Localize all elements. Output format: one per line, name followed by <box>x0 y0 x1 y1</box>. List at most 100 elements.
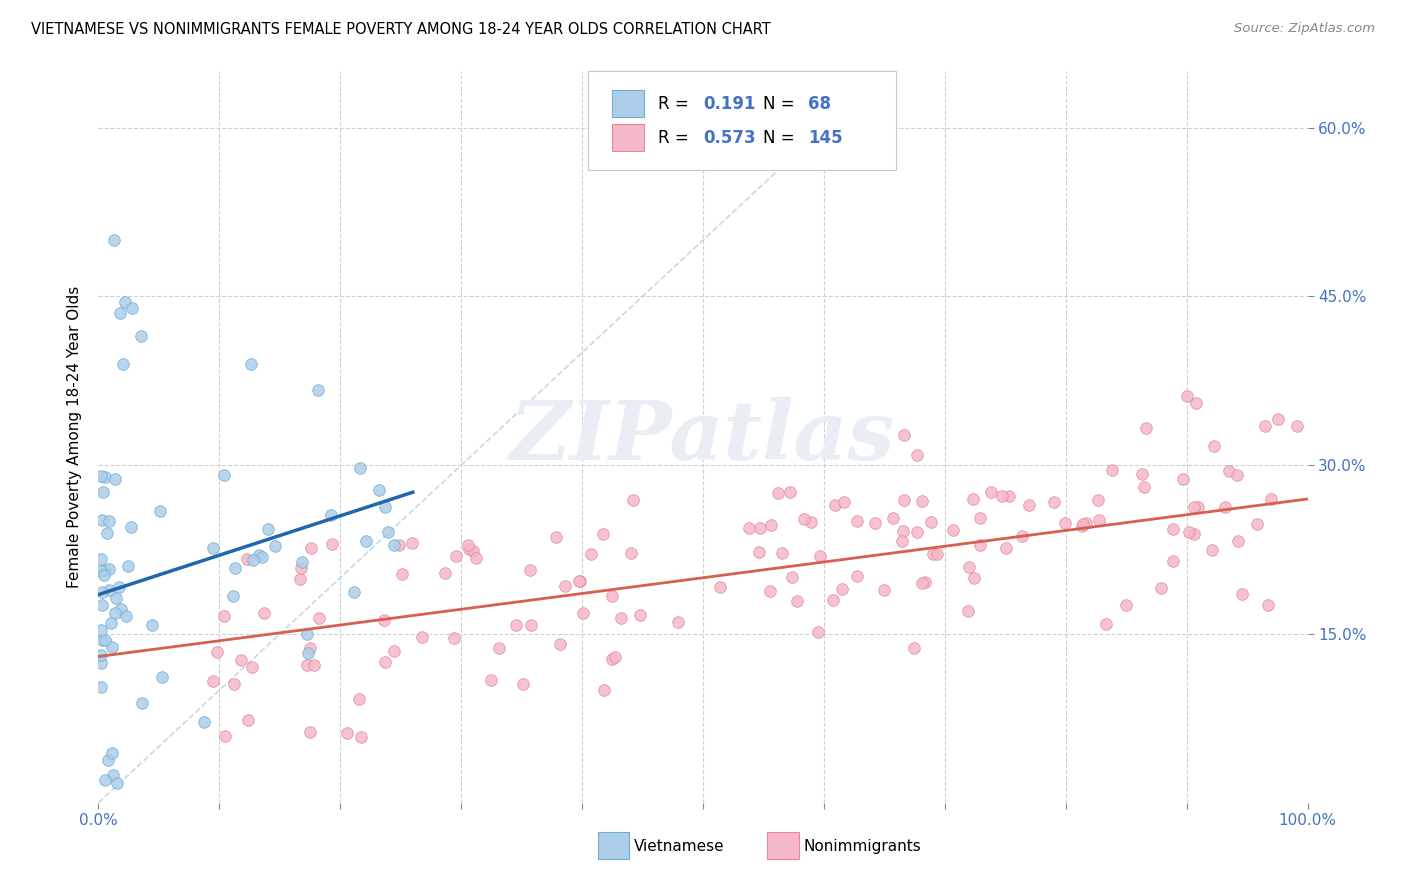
Text: N =: N = <box>763 95 800 113</box>
Point <box>592 682 614 697</box>
Point <box>368 483 391 497</box>
Point <box>288 572 311 586</box>
Point <box>1054 516 1077 530</box>
Point <box>1226 468 1249 483</box>
Point <box>90 469 112 483</box>
Point <box>759 583 782 598</box>
Point <box>890 533 912 548</box>
Point <box>433 566 456 580</box>
Text: 145: 145 <box>808 129 842 147</box>
Point <box>377 524 399 539</box>
Point <box>1218 464 1240 478</box>
Point <box>620 546 643 560</box>
Point <box>91 485 114 500</box>
Point <box>93 568 115 582</box>
Point <box>1260 492 1282 507</box>
Point <box>295 657 318 672</box>
Point <box>505 618 527 632</box>
Point <box>101 640 124 655</box>
Point <box>114 295 136 310</box>
Point <box>193 714 215 729</box>
Point <box>90 648 112 662</box>
Text: ZIPatlas: ZIPatlas <box>510 397 896 477</box>
Point <box>920 515 942 529</box>
FancyBboxPatch shape <box>598 832 630 859</box>
Point <box>520 617 543 632</box>
Point <box>969 537 991 551</box>
Point <box>544 529 567 543</box>
Point <box>969 511 991 525</box>
Point <box>905 525 928 540</box>
Point <box>111 357 134 371</box>
Point <box>1201 543 1223 558</box>
Point <box>914 574 936 589</box>
Point <box>100 746 122 760</box>
Point <box>247 548 270 562</box>
Point <box>117 559 139 574</box>
Point <box>666 615 689 630</box>
Point <box>1132 480 1154 494</box>
Point <box>299 541 322 555</box>
FancyBboxPatch shape <box>768 832 799 859</box>
Point <box>150 670 173 684</box>
Text: N =: N = <box>763 129 800 147</box>
Point <box>101 767 124 781</box>
Point <box>893 493 915 508</box>
Point <box>97 753 120 767</box>
Point <box>519 563 541 577</box>
Point <box>863 516 886 530</box>
FancyBboxPatch shape <box>613 124 644 151</box>
Point <box>94 563 117 577</box>
Point <box>391 567 413 582</box>
Point <box>121 301 143 315</box>
Point <box>299 725 322 739</box>
Point <box>97 514 120 528</box>
Point <box>628 608 651 623</box>
Point <box>1185 396 1208 410</box>
Point <box>1011 529 1033 543</box>
Point <box>621 493 644 508</box>
Point <box>995 541 1018 556</box>
Point <box>350 731 373 745</box>
Point <box>238 713 260 727</box>
Point <box>388 538 411 552</box>
Point <box>257 522 280 536</box>
Point <box>401 535 423 549</box>
Point <box>991 489 1014 503</box>
Point <box>1187 500 1209 514</box>
Point <box>956 604 979 618</box>
Point <box>1285 419 1308 434</box>
Point <box>1202 439 1225 453</box>
Text: Nonimmigrants: Nonimmigrants <box>803 839 921 855</box>
Point <box>1095 617 1118 632</box>
Point <box>807 625 830 640</box>
Point <box>90 657 112 671</box>
Point <box>1135 421 1157 435</box>
Point <box>457 538 479 552</box>
Point <box>824 499 846 513</box>
Point <box>302 658 325 673</box>
Point <box>110 601 132 615</box>
Point <box>91 585 114 599</box>
Point <box>1018 499 1040 513</box>
Point <box>307 384 329 398</box>
Point <box>1087 492 1109 507</box>
Point <box>90 680 112 694</box>
Point <box>464 551 486 566</box>
Point <box>148 504 170 518</box>
Point <box>349 461 371 475</box>
Point <box>1115 598 1137 612</box>
Point <box>108 306 131 320</box>
Point <box>224 561 246 575</box>
Point <box>770 546 793 560</box>
Point <box>222 677 245 691</box>
Point <box>354 533 377 548</box>
Point <box>569 574 592 588</box>
Point <box>291 555 314 569</box>
Point <box>832 494 855 508</box>
Point <box>384 538 406 552</box>
Point <box>1161 522 1184 536</box>
Point <box>1178 524 1201 539</box>
Text: VIETNAMESE VS NONIMMIGRANTS FEMALE POVERTY AMONG 18-24 YEAR OLDS CORRELATION CHA: VIETNAMESE VS NONIMMIGRANTS FEMALE POVER… <box>31 22 770 37</box>
Point <box>846 569 869 583</box>
